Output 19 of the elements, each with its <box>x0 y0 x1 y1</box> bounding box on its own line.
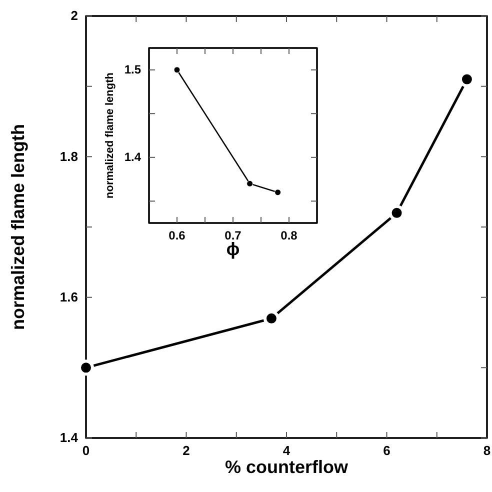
x-tick-label: 0 <box>82 443 90 458</box>
y-tick-label: 1.8 <box>60 148 78 164</box>
y-axis-title: normalized flame length <box>8 124 28 330</box>
y-tick-label: 1.4 <box>124 150 142 164</box>
y-tick-label: 1.5 <box>124 62 142 77</box>
point <box>246 180 254 187</box>
x-tick-label: 0.8 <box>280 228 298 243</box>
x-tick-label: 8 <box>483 443 491 458</box>
x-tick-label: 6 <box>383 443 390 458</box>
y-tick-label: 2 <box>70 8 78 24</box>
x-axis-title: % counterflow <box>224 457 349 477</box>
x-tick-label: 2 <box>182 443 190 458</box>
y-tick-label: 1.4 <box>60 430 79 446</box>
x-tick-label: 0.6 <box>168 228 186 243</box>
point <box>174 66 180 74</box>
x-tick-label: 4 <box>282 443 291 458</box>
point <box>274 189 282 196</box>
y-axis-title: normalized flame length <box>104 72 116 198</box>
y-tick-label: 1.6 <box>60 289 78 304</box>
